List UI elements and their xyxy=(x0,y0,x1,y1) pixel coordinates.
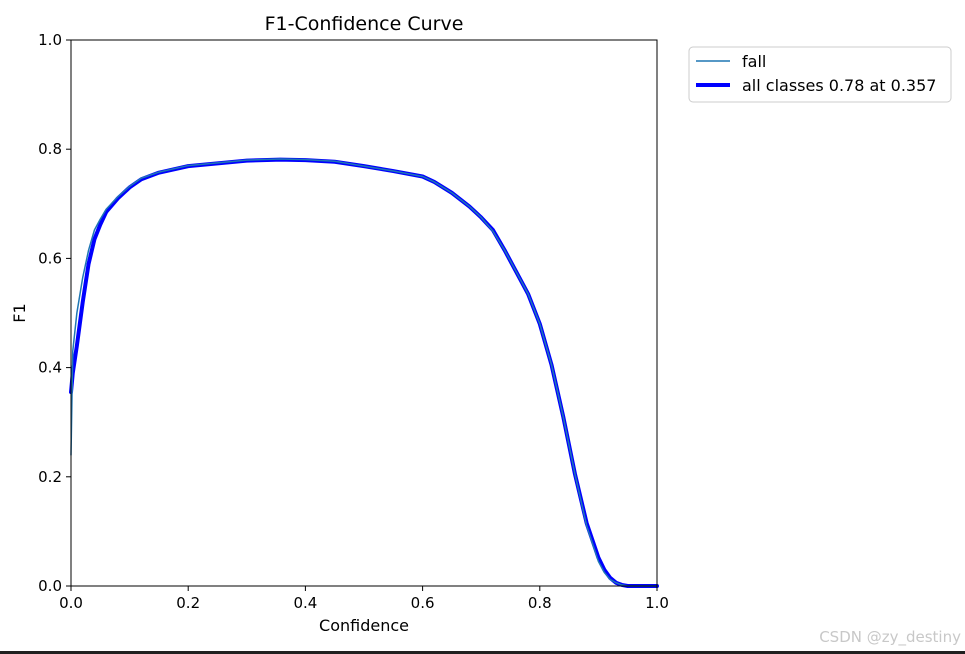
x-tick-label: 0.0 xyxy=(59,594,83,612)
x-tick-label: 0.8 xyxy=(528,594,552,612)
x-axis-title: Confidence xyxy=(319,616,409,635)
plot-frame xyxy=(70,39,658,587)
y-tick-label: 0.2 xyxy=(38,468,62,486)
legend: fall all classes 0.78 at 0.357 xyxy=(688,46,952,103)
x-tick-label: 1.0 xyxy=(645,594,669,612)
series-line-all-classes xyxy=(69,157,659,588)
bottom-border xyxy=(0,651,965,654)
y-tick-label: 0.0 xyxy=(38,577,62,595)
chart-title: F1-Confidence Curve xyxy=(265,13,464,35)
series-line-fall xyxy=(70,158,658,587)
legend-box xyxy=(688,46,952,103)
y-tick-label: 0.6 xyxy=(38,249,62,267)
y-tick-label: 0.4 xyxy=(38,359,62,377)
y-axis-ticks: 0.0 0.2 0.4 0.6 0.8 1.0 xyxy=(38,31,71,595)
y-tick-label: 0.8 xyxy=(38,140,62,158)
x-tick-label: 0.4 xyxy=(293,594,317,612)
plot-lines xyxy=(69,157,659,588)
legend-label-fall: fall xyxy=(742,52,766,71)
y-tick-label: 1.0 xyxy=(38,31,62,49)
x-tick-label: 0.6 xyxy=(411,594,435,612)
legend-label-all-classes: all classes 0.78 at 0.357 xyxy=(742,76,936,95)
x-axis-ticks: 0.0 0.2 0.4 0.6 0.8 1.0 xyxy=(59,586,669,612)
x-tick-label: 0.2 xyxy=(176,594,200,612)
y-axis-title: F1 xyxy=(10,303,29,322)
watermark: CSDN @zy_destiny xyxy=(819,628,961,646)
